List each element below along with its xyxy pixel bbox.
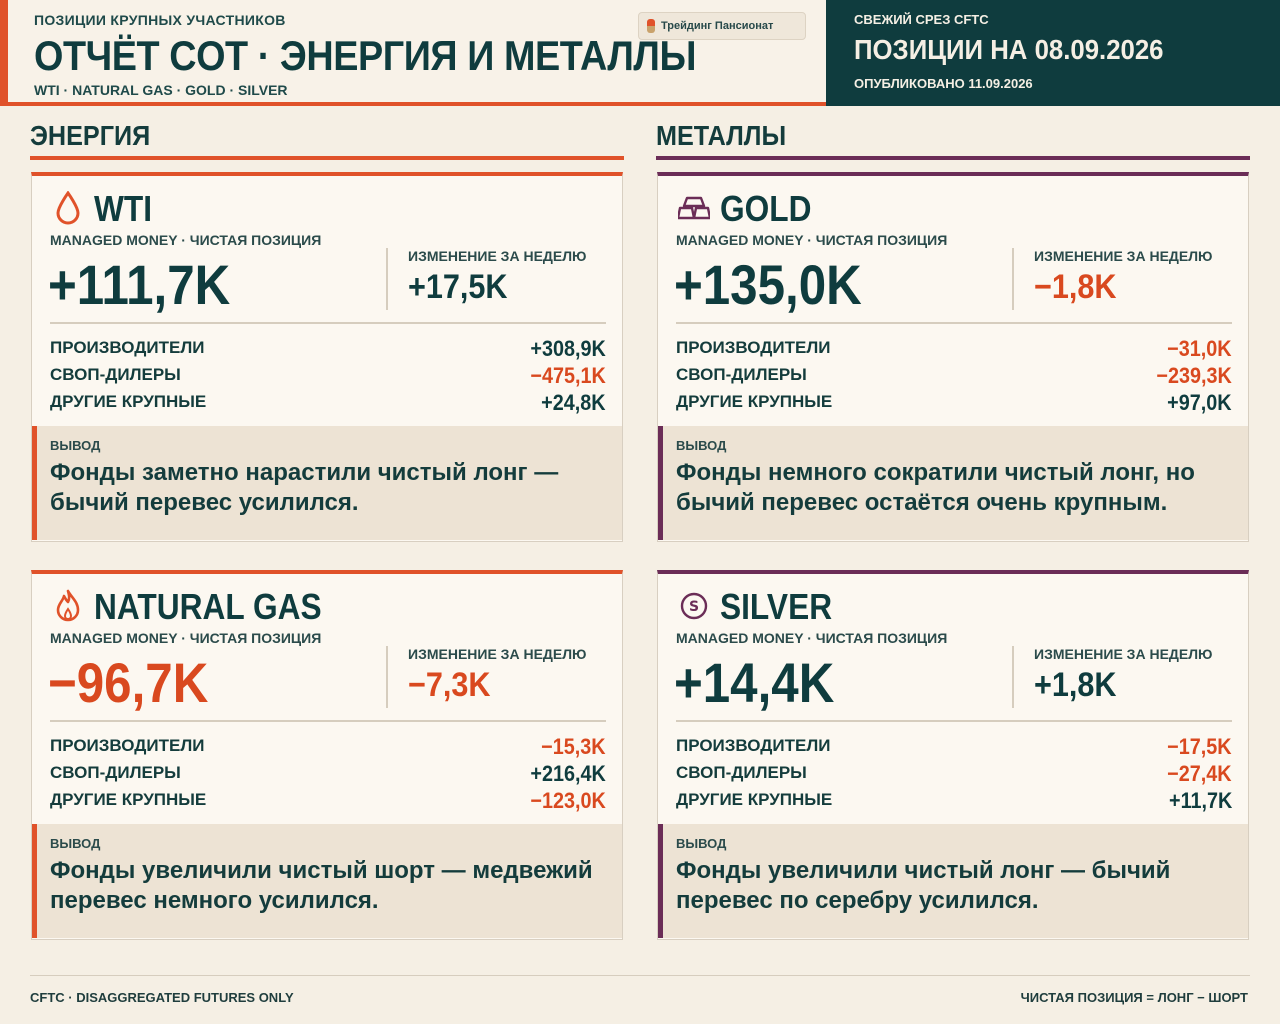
conclusion-label: ВЫВОД [50,438,101,453]
card-title: WTI [94,188,153,229]
conclusion-box: ВЫВОД Фонды увеличили чистый лонг — бычи… [658,824,1248,938]
gold-bars-icon [678,190,710,226]
card-title: SILVER [720,586,833,627]
swap-dealers-label: СВОП-ДИЛЕРЫ [676,365,807,384]
conclusion-label: ВЫВОД [50,836,101,851]
weekly-change-label: ИЗМЕНЕНИЕ ЗА НЕДЕЛЮ [408,646,587,662]
conclusion-box: ВЫВОД Фонды заметно нарастили чистый лон… [32,426,622,540]
weekly-change-value: −7,3K [408,666,491,704]
weekly-change-label: ИЗМЕНЕНИЕ ЗА НЕДЕЛЮ [408,248,587,264]
section-title-metals: МЕТАЛЛЫ [656,120,787,151]
producers-label: ПРОИЗВОДИТЕЛИ [50,736,205,755]
producers-value: −31,0K [1167,336,1232,361]
producers-value: −15,3K [541,734,606,759]
header-title-block: ПОЗИЦИИ КРУПНЫХ УЧАСТНИКОВ ОТЧЁТ COT · Э… [0,0,826,106]
net-position-value: +135,0K [674,253,862,316]
page-header: ПОЗИЦИИ КРУПНЫХ УЧАСТНИКОВ ОТЧЁТ COT · Э… [0,0,1280,106]
snapshot-published: ОПУБЛИКОВАНО 11.09.2026 [854,76,1033,91]
swap-dealers-label: СВОП-ДИЛЕРЫ [50,763,181,782]
divider [676,720,1232,722]
managed-money-label: MANAGED MONEY · ЧИСТАЯ ПОЗИЦИЯ [50,630,322,646]
divider [1012,646,1014,708]
conclusion-text: Фонды немного сократили чистый лонг, но … [676,459,1195,516]
conclusion-text: Фонды заметно нарастили чистый лонг — бы… [50,459,559,516]
section-rule-energy [30,156,624,160]
swap-dealers-label: СВОП-ДИЛЕРЫ [676,763,807,782]
divider [50,720,606,722]
swap-dealers-label: СВОП-ДИЛЕРЫ [50,365,181,384]
net-position-value: −96,7K [48,651,209,714]
divider [1012,248,1014,310]
weekly-change-label: ИЗМЕНЕНИЕ ЗА НЕДЕЛЮ [1034,248,1213,264]
conclusion-label: ВЫВОД [676,836,727,851]
managed-money-label: MANAGED MONEY · ЧИСТАЯ ПОЗИЦИЯ [676,232,948,248]
divider [50,322,606,324]
card-wti: WTI MANAGED MONEY · ЧИСТАЯ ПОЗИЦИЯ +111,… [31,172,623,542]
other-large-label: ДРУГИЕ КРУПНЫЕ [676,392,833,411]
brand-name: Трейдинг Пансионат [661,20,774,32]
net-position-value: +14,4K [674,651,835,714]
divider [386,248,388,310]
conclusion-box: ВЫВОД Фонды немного сократили чистый лон… [658,426,1248,540]
conclusion-text: Фонды увеличили чистый лонг — бычий пере… [676,857,1171,914]
brand-badge: Трейдинг Пансионат [638,12,806,40]
footer-divider [30,975,1250,976]
weekly-change-value: +1,8K [1034,666,1117,704]
net-position-value: +111,7K [48,253,231,316]
page-title: ОТЧЁТ COT · ЭНЕРГИЯ И МЕТАЛЛЫ [34,32,697,79]
weekly-change-label: ИЗМЕНЕНИЕ ЗА НЕДЕЛЮ [1034,646,1213,662]
section-rule-metals [656,156,1250,160]
other-large-value: +24,8K [541,390,606,415]
card-title: NATURAL GAS [94,586,322,627]
conclusion-text: Фонды увеличили чистый шорт — медвежий п… [50,857,593,914]
divider [676,322,1232,324]
swap-dealers-value: −475,1K [530,363,606,388]
snapshot-kicker: СВЕЖИЙ СРЕЗ CFTC [854,12,989,27]
footer-definition: ЧИСТАЯ ПОЗИЦИЯ = ЛОНГ − ШОРТ [1020,990,1248,1005]
brand-logo-icon [647,19,655,33]
swap-dealers-value: −27,4K [1167,761,1232,786]
footer-source: CFTC · DISAGGREGATED FUTURES ONLY [30,990,294,1005]
other-large-label: ДРУГИЕ КРУПНЫЕ [50,392,207,411]
card-silver: S SILVER MANAGED MONEY · ЧИСТАЯ ПОЗИЦИЯ … [657,570,1249,940]
weekly-change-value: +17,5K [408,268,508,306]
svg-text:S: S [689,599,699,615]
header-kicker: ПОЗИЦИИ КРУПНЫХ УЧАСТНИКОВ [34,12,286,28]
swap-dealers-value: −239,3K [1156,363,1232,388]
producers-label: ПРОИЗВОДИТЕЛИ [50,338,205,357]
producers-value: +308,9K [530,336,606,361]
silver-coin-icon: S [678,588,710,624]
card-gold: GOLD MANAGED MONEY · ЧИСТАЯ ПОЗИЦИЯ +135… [657,172,1249,542]
oil-drop-icon [52,190,84,226]
card-natural-gas: NATURAL GAS MANAGED MONEY · ЧИСТАЯ ПОЗИЦ… [31,570,623,940]
section-title-energy: ЭНЕРГИЯ [30,120,151,151]
other-large-value: +97,0K [1167,390,1232,415]
managed-money-label: MANAGED MONEY · ЧИСТАЯ ПОЗИЦИЯ [50,232,322,248]
snapshot-title: ПОЗИЦИИ НА 08.09.2026 [854,34,1164,65]
flame-icon [52,588,84,624]
card-title: GOLD [720,188,812,229]
producers-value: −17,5K [1167,734,1232,759]
conclusion-box: ВЫВОД Фонды увеличили чистый шорт — медв… [32,824,622,938]
header-subtitle: WTI · NATURAL GAS · GOLD · SILVER [34,82,288,98]
other-large-value: +11,7K [1168,788,1232,813]
divider [386,646,388,708]
swap-dealers-value: +216,4K [530,761,606,786]
other-large-value: −123,0K [530,788,606,813]
other-large-label: ДРУГИЕ КРУПНЫЕ [50,790,207,809]
managed-money-label: MANAGED MONEY · ЧИСТАЯ ПОЗИЦИЯ [676,630,948,646]
snapshot-panel: СВЕЖИЙ СРЕЗ CFTC ПОЗИЦИИ НА 08.09.2026 О… [826,0,1280,106]
other-large-label: ДРУГИЕ КРУПНЫЕ [676,790,833,809]
conclusion-label: ВЫВОД [676,438,727,453]
weekly-change-value: −1,8K [1034,268,1117,306]
producers-label: ПРОИЗВОДИТЕЛИ [676,338,831,357]
producers-label: ПРОИЗВОДИТЕЛИ [676,736,831,755]
